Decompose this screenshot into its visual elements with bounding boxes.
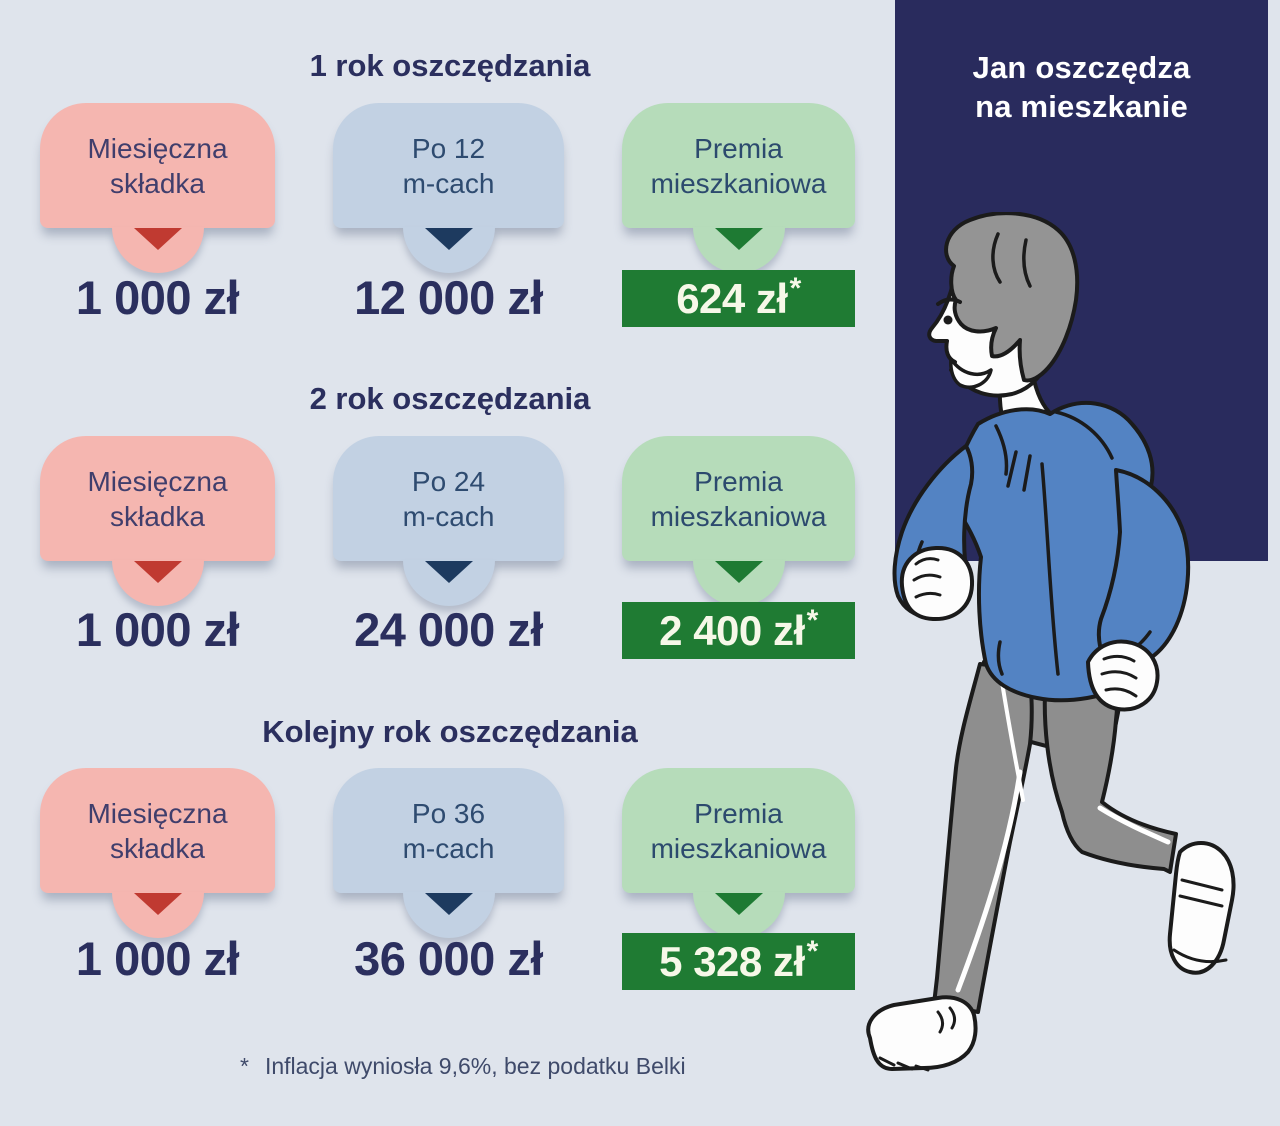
page-title-line1: Jan oszczędza <box>972 50 1191 85</box>
card-housing-bonus-2: Premia mieszkaniowa <box>622 436 855 606</box>
card-label: Po 36 m-cach <box>333 768 564 893</box>
card-after-months-3: Po 36 m-cach <box>333 768 564 938</box>
value-bonus-2: 2 400 zł * <box>622 602 855 659</box>
card-label: Premia mieszkaniowa <box>622 768 855 893</box>
card-after-months-2: Po 24 m-cach <box>333 436 564 606</box>
card-label: Miesięczna składka <box>40 768 275 893</box>
card-label-line: m-cach <box>402 500 495 532</box>
bonus-amount: 624 zł <box>676 274 788 322</box>
value-monthly-1: 1 000 zł <box>75 270 240 324</box>
down-arrow-icon <box>424 893 473 915</box>
row-title-year-1: 1 rok oszczędzania <box>309 48 591 83</box>
value-monthly-3: 1 000 zł <box>75 931 240 985</box>
down-arrow-icon <box>133 893 182 915</box>
value-bonus-3: 5 328 zł * <box>622 933 855 990</box>
card-monthly-contribution-2: Miesięczna składka <box>40 436 275 606</box>
footnote-marker: * <box>789 272 802 305</box>
card-label-line: mieszkaniowa <box>650 832 827 864</box>
down-arrow-icon <box>714 561 763 583</box>
card-label: Po 12 m-cach <box>333 103 564 228</box>
card-label: Premia mieszkaniowa <box>622 436 855 561</box>
card-label: Premia mieszkaniowa <box>622 103 855 228</box>
card-label-line: Premia <box>694 465 783 497</box>
value-monthly-2: 1 000 zł <box>75 602 240 656</box>
page-title: Jan oszczędza na mieszkanie <box>895 48 1268 126</box>
bonus-amount: 2 400 zł <box>659 606 805 654</box>
card-label-line: Po 36 <box>411 797 486 829</box>
card-housing-bonus-3: Premia mieszkaniowa <box>622 768 855 938</box>
card-label-line: składka <box>110 167 205 199</box>
value-total-3: 36 000 zł <box>354 931 543 985</box>
card-label-line: Miesięczna <box>87 132 228 164</box>
row-title-year-2: 2 rok oszczędzania <box>309 381 591 416</box>
row-title-next-year: Kolejny rok oszczędzania <box>262 714 638 749</box>
card-label-line: Miesięczna <box>87 465 228 497</box>
card-label-line: mieszkaniowa <box>650 167 827 199</box>
footnote-asterisk: * <box>240 1053 249 1079</box>
value-bonus-1: 624 zł * <box>622 270 855 327</box>
down-arrow-icon <box>424 561 473 583</box>
card-monthly-contribution-3: Miesięczna składka <box>40 768 275 938</box>
card-monthly-contribution-1: Miesięczna składka <box>40 103 275 273</box>
card-label-line: składka <box>110 500 205 532</box>
card-label-line: Po 24 <box>411 465 486 497</box>
down-arrow-icon <box>133 561 182 583</box>
card-label-line: mieszkaniowa <box>650 500 827 532</box>
value-total-1: 12 000 zł <box>354 270 543 324</box>
card-housing-bonus-1: Premia mieszkaniowa <box>622 103 855 273</box>
card-label: Miesięczna składka <box>40 436 275 561</box>
running-man-illustration <box>866 212 1236 1072</box>
card-label-line: Premia <box>694 132 783 164</box>
footnote-text: Inflacja wyniosła 9,6%, bez podatku Belk… <box>264 1053 686 1079</box>
card-label-line: Premia <box>694 797 783 829</box>
card-label-line: m-cach <box>402 167 495 199</box>
card-label-line: składka <box>110 832 205 864</box>
card-label-line: Miesięczna <box>87 797 228 829</box>
down-arrow-icon <box>424 228 473 250</box>
footnote: * Inflacja wyniosła 9,6%, bez podatku Be… <box>240 1052 686 1080</box>
down-arrow-icon <box>714 228 763 250</box>
down-arrow-icon <box>714 893 763 915</box>
card-after-months-1: Po 12 m-cach <box>333 103 564 273</box>
down-arrow-icon <box>133 228 182 250</box>
card-label-line: Po 12 <box>411 132 486 164</box>
footnote-marker: * <box>806 604 819 637</box>
footnote-marker: * <box>806 935 819 968</box>
card-label: Po 24 m-cach <box>333 436 564 561</box>
bonus-amount: 5 328 zł <box>659 937 805 985</box>
page-title-line2: na mieszkanie <box>975 89 1188 124</box>
value-total-2: 24 000 zł <box>354 602 543 656</box>
card-label: Miesięczna składka <box>40 103 275 228</box>
card-label-line: m-cach <box>402 832 495 864</box>
